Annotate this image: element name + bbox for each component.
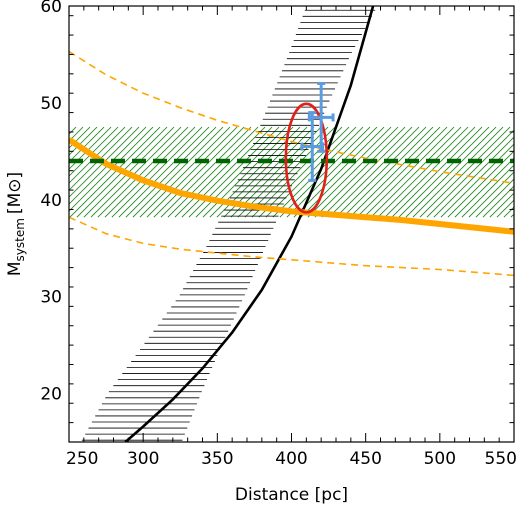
green-hatch-line [349,126,441,218]
green-hatch-line [356,126,448,218]
green-hatch-line [489,192,514,218]
x-tick-label: 550 [485,449,517,469]
y-axis-label: Msystem [M⊙] [5,172,27,276]
green-hatch-line [454,157,514,218]
green-hatch-line [293,126,385,218]
y-tick-label: 50 [40,94,62,114]
green-hatch-line [307,126,399,218]
x-tick-label: 300 [127,449,159,469]
green-hatch-line [69,126,98,156]
black-hatch-band [81,9,376,441]
green-hatch-line [370,126,462,218]
x-tick-label: 450 [349,449,381,469]
confidence-ellipse [284,102,329,214]
green-hatch-line [174,126,266,218]
green-hatch-line [167,126,259,218]
error-cross [307,82,335,153]
green-hatch-line [328,126,420,218]
green-hatch-line [433,136,514,218]
green-hatch-line [69,126,119,177]
y-axis-label-unit: [M⊙] [5,172,25,214]
green-hatch-line [412,126,504,218]
x-tick-label: 250 [66,449,98,469]
x-axis-label: Distance [pc] [235,485,348,505]
green-hatch-line [286,126,378,218]
y-axis-label-sub: system [13,218,27,261]
green-hatch-line [188,126,280,218]
x-tick-label: 500 [424,449,456,469]
green-hatch-line [440,143,514,218]
green-hatch-line [97,126,189,218]
green-hatch-line [377,126,469,218]
y-axis-label-main: M [5,261,25,276]
green-hatch-line [503,206,514,218]
green-hatch-line [104,126,196,218]
green-hatch-line [272,126,364,218]
green-hatch-line [335,126,427,218]
plot-area [69,6,514,442]
x-tick-label: 350 [201,449,233,469]
green-hatch-line [153,126,245,218]
green-hatch-line [475,178,514,218]
green-hatch-line [363,126,455,218]
green-hatch-line [230,126,322,218]
x-tick-label: 400 [275,449,307,469]
green-hatch-line [314,126,406,218]
green-hatch-line [139,126,231,218]
green-hatch-line [69,126,105,163]
green-hatch-line [468,171,514,218]
green-hatch-line [118,126,210,218]
green-hatch-line [426,129,514,218]
series-orange-thick [69,137,514,235]
series-orange-dashed-upper [69,50,514,185]
green-hatch-line [146,126,238,218]
green-hatch-line [405,126,497,218]
green-hatch-line [496,199,514,218]
y-tick-label: 60 [40,0,62,17]
green-hatch-line [160,126,252,218]
series-black-solid [124,6,375,442]
y-tick-label: 30 [40,288,62,308]
green-hatch-line [384,126,476,218]
green-hatch-line [181,126,273,218]
green-hatch-line [258,126,350,218]
green-hatch-line [342,126,434,218]
green-hatch-line [111,126,203,218]
green-hatch-line [482,185,514,218]
green-hatch-line [69,126,161,218]
axis-ticks [68,6,515,443]
series-orange-dashed-lower [69,216,514,277]
green-hatch-line [419,126,511,218]
green-hatch-line [391,126,483,218]
green-hatch-line [300,126,392,218]
green-hatch-line [69,126,77,135]
y-tick-label: 40 [40,191,62,211]
green-hatch-line [132,126,224,218]
green-hatch-line [125,126,217,218]
green-hatch-line [90,126,182,218]
y-tick-label: 20 [40,385,62,405]
tick-labels: 250 300 350 400 450 500 550 20 30 40 50 60 [40,0,517,469]
green-hatch-line [461,164,514,218]
green-hatch-line [321,126,413,218]
